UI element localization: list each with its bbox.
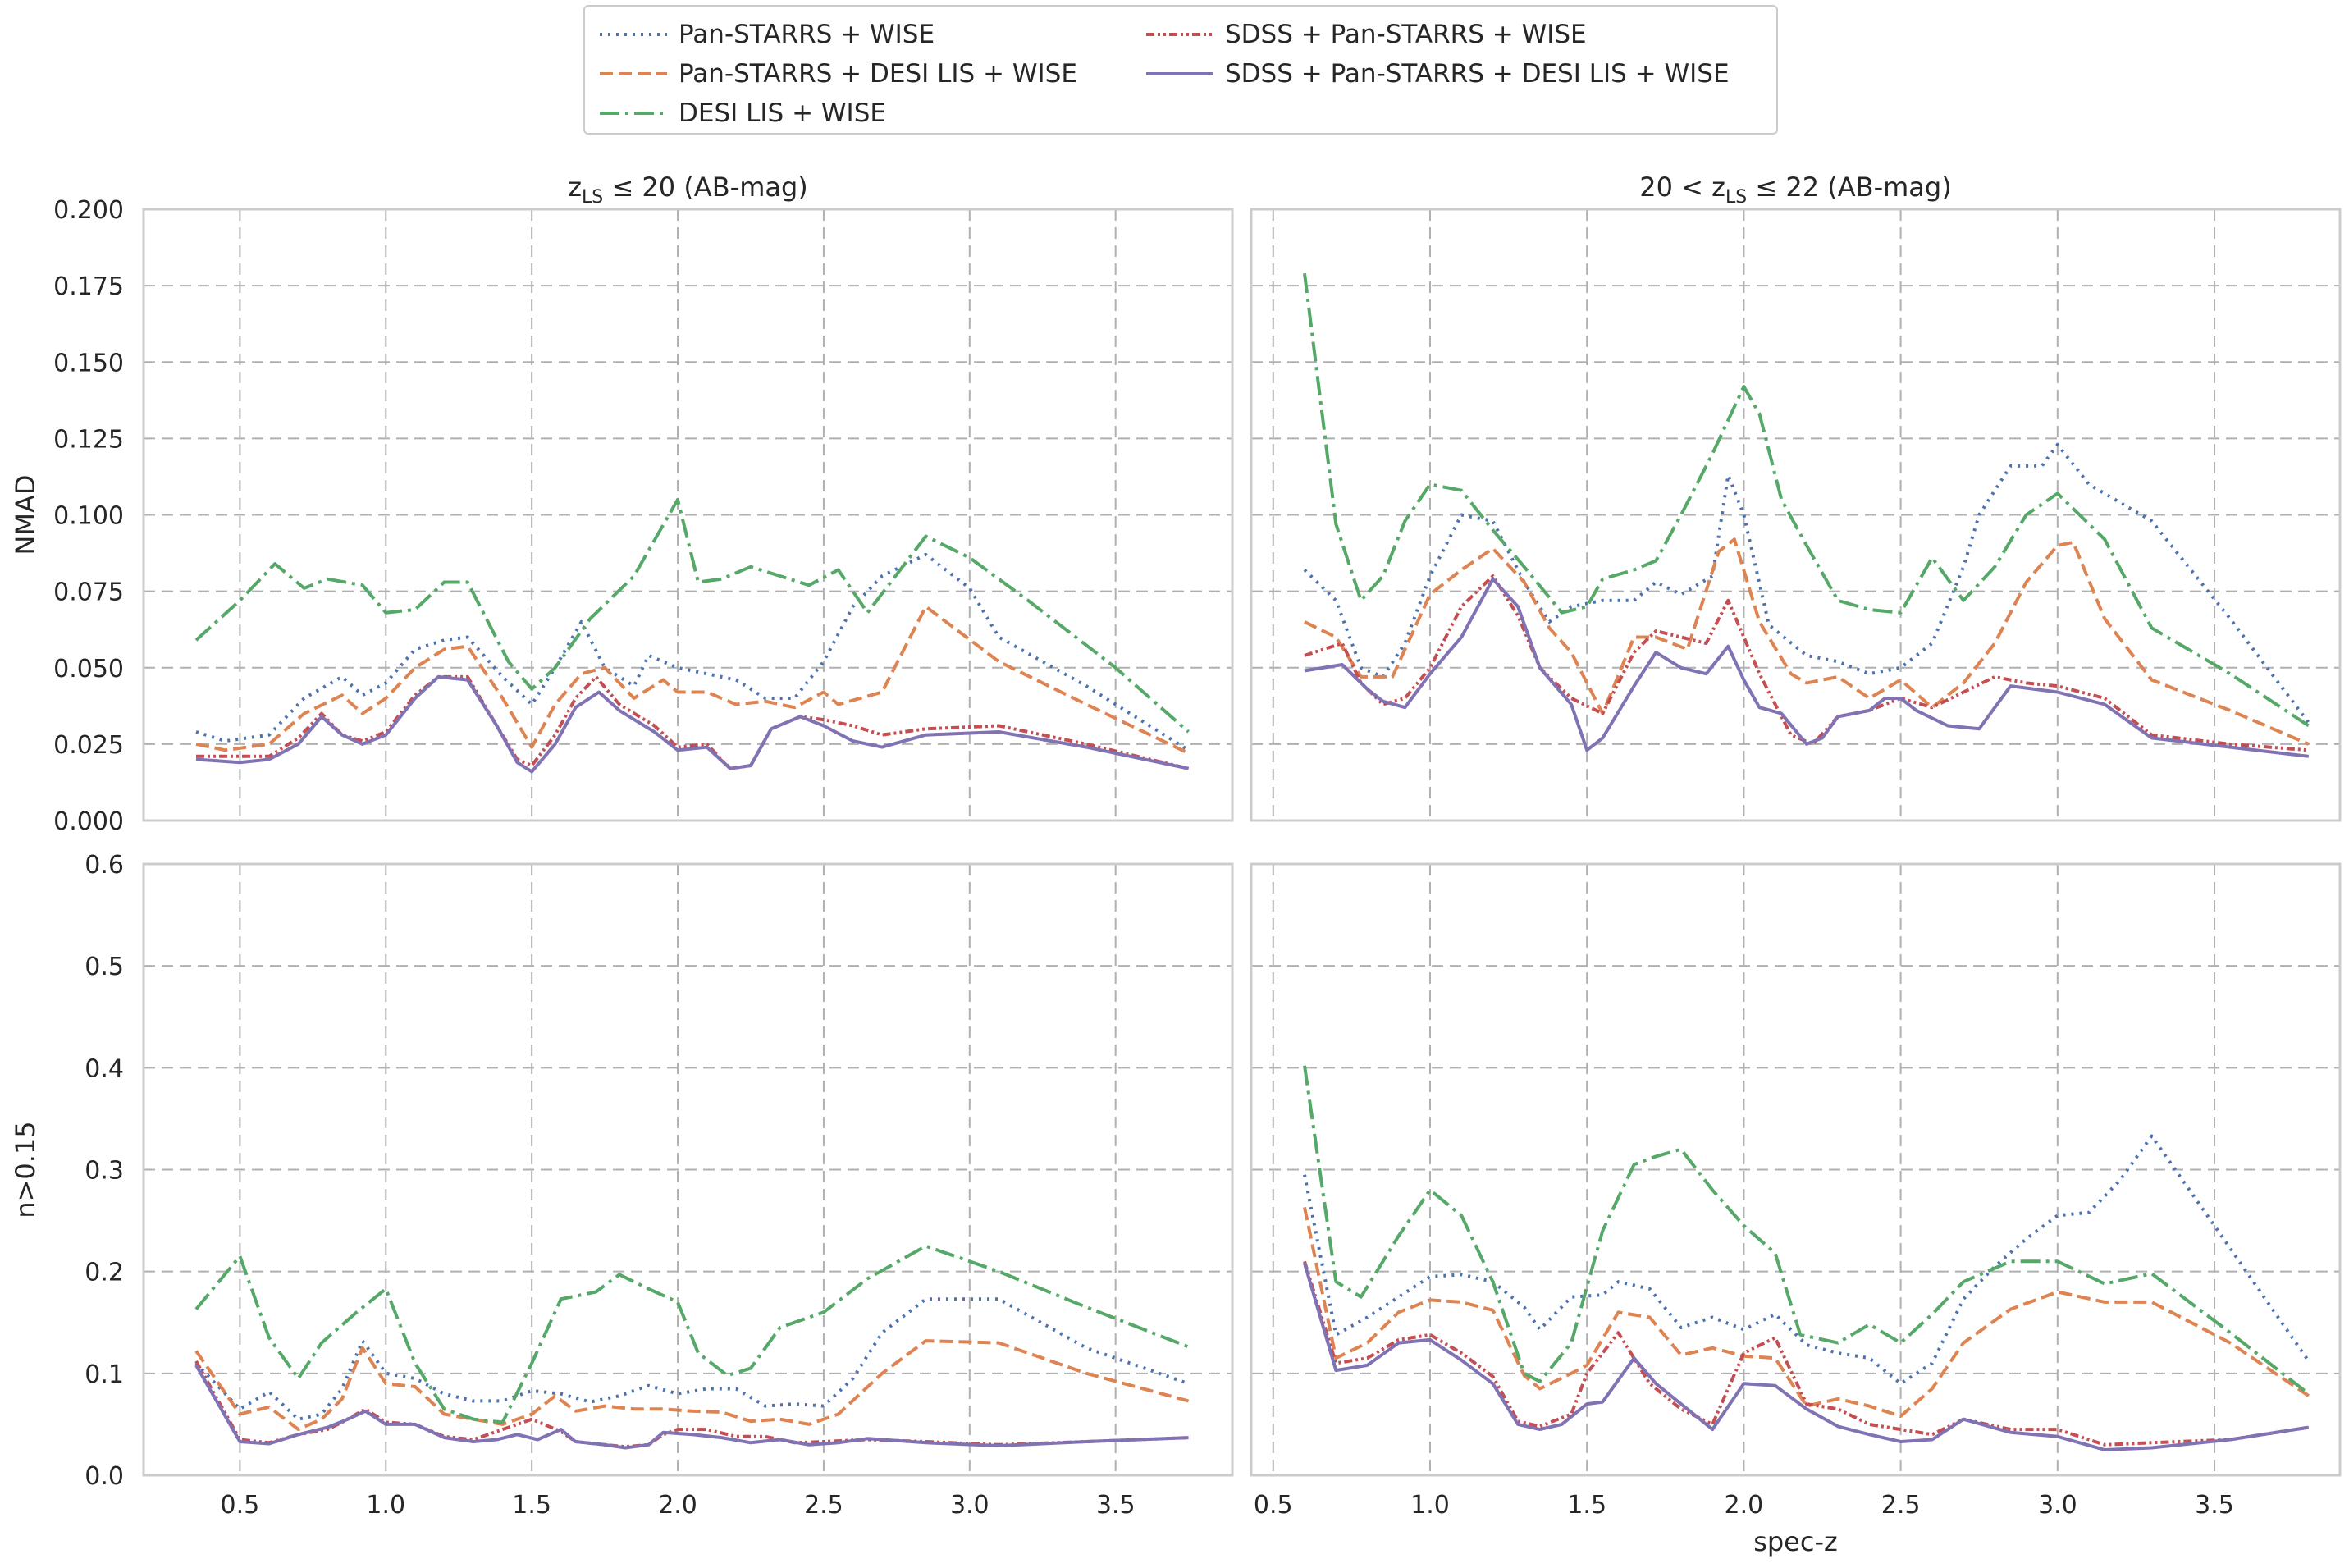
series-line bbox=[1303, 1065, 2310, 1396]
y-tick-label: 0.150 bbox=[53, 349, 124, 377]
plot-frame bbox=[142, 862, 1234, 1477]
x-tick-label: 1.0 bbox=[1410, 1491, 1450, 1520]
series-line bbox=[1303, 1134, 2310, 1386]
y-tick-label: 0.175 bbox=[53, 272, 124, 301]
series-line bbox=[1303, 272, 2310, 728]
x-tick-label: 1.5 bbox=[512, 1491, 551, 1520]
x-tick-label: 0.5 bbox=[1254, 1491, 1293, 1520]
x-tick-label: 2.5 bbox=[804, 1491, 843, 1520]
series-line bbox=[1303, 1263, 2310, 1451]
y-tick-label: 0.125 bbox=[53, 425, 124, 454]
x-tick-label: 3.0 bbox=[950, 1491, 989, 1520]
legend-label: Pan-STARRS + DESI LIS + WISE bbox=[679, 59, 1077, 89]
y-tick-label: 0.050 bbox=[53, 655, 124, 683]
series-line bbox=[1304, 537, 2310, 746]
legend-label: SDSS + Pan-STARRS + WISE bbox=[1225, 20, 1587, 49]
series-line bbox=[194, 1339, 1190, 1432]
y-tick-label: 0.0 bbox=[85, 1462, 124, 1491]
y-axis-label: n>0.15 bbox=[10, 1121, 41, 1218]
y-tick-label: 0.025 bbox=[53, 731, 124, 760]
legend-line-swatch bbox=[600, 112, 667, 115]
legend: Pan-STARRS + WISE Pan-STARRS + DESI LIS … bbox=[583, 5, 1778, 135]
y-tick-label: 0.100 bbox=[53, 502, 124, 531]
legend-label: Pan-STARRS + WISE bbox=[679, 20, 935, 49]
x-tick-label: 2.0 bbox=[1725, 1491, 1764, 1520]
chart-panel-bottom-right: 0.5 1.0 1.5 2.0 2.5 3.0 3.5 spec-z bbox=[1250, 862, 2342, 1557]
chart-panel-bottom-left: 0.0 0.1 0.2 0.3 0.4 0.5 0.6 0.5 1.0 1.5 2.0 2.5 3.0 3… bbox=[10, 851, 1234, 1520]
x-tick-label: 0.5 bbox=[221, 1491, 260, 1520]
series-line bbox=[195, 605, 1190, 755]
x-axis-label: spec-z bbox=[1753, 1526, 1838, 1557]
plot-frame bbox=[142, 208, 1234, 822]
series-line bbox=[194, 1244, 1190, 1424]
y-tick-label: 0.3 bbox=[85, 1157, 124, 1186]
series-line bbox=[195, 552, 1190, 752]
legend-label: DESI LIS + WISE bbox=[679, 98, 886, 128]
y-tick-label: 0.5 bbox=[85, 953, 124, 981]
y-tick-label: 0.6 bbox=[85, 851, 124, 880]
legend-line-swatch bbox=[600, 33, 667, 36]
y-tick-label: 0.200 bbox=[53, 196, 124, 225]
legend-line-swatch bbox=[1146, 72, 1213, 75]
panel-title: 20 < zLS ≤ 22 (AB-mag) bbox=[1639, 171, 1951, 208]
x-tick-label: 1.5 bbox=[1567, 1491, 1606, 1520]
panel-title: zLS ≤ 20 (AB-mag) bbox=[568, 171, 808, 208]
x-tick-label: 3.5 bbox=[2195, 1491, 2234, 1520]
y-axis-label: NMAD bbox=[10, 474, 41, 555]
y-tick-label: 0.000 bbox=[53, 807, 124, 836]
y-tick-label: 0.4 bbox=[85, 1054, 124, 1083]
chart-panel-top-left: 0.000 0.025 0.050 0.075 0.100 0.125 0.150 0.175… bbox=[10, 171, 1234, 836]
series-line bbox=[195, 674, 1190, 774]
plot-frame bbox=[1250, 862, 2342, 1477]
legend-label: SDSS + Pan-STARRS + DESI LIS + WISE bbox=[1225, 59, 1730, 89]
legend-line-swatch bbox=[600, 72, 667, 75]
y-tick-label: 0.1 bbox=[85, 1360, 124, 1389]
x-tick-label: 1.0 bbox=[366, 1491, 405, 1520]
x-tick-label: 3.0 bbox=[2038, 1491, 2077, 1520]
x-tick-label: 3.5 bbox=[1096, 1491, 1136, 1520]
series-line bbox=[194, 1297, 1190, 1421]
series-line bbox=[194, 1364, 1189, 1450]
series-line bbox=[194, 497, 1190, 734]
series-line bbox=[1303, 1260, 2310, 1447]
series-line bbox=[1304, 574, 2309, 752]
plot-frame bbox=[1250, 208, 2342, 822]
y-tick-label: 0.2 bbox=[85, 1259, 124, 1287]
chart-panel-top-right: 20 < zLS ≤ 22 (AB-mag) bbox=[1250, 171, 2342, 822]
x-tick-label: 2.0 bbox=[658, 1491, 697, 1520]
series-line bbox=[1303, 1206, 2310, 1418]
x-tick-label: 2.5 bbox=[1881, 1491, 1921, 1520]
series-line bbox=[1304, 577, 2310, 758]
y-tick-label: 0.075 bbox=[53, 578, 124, 607]
